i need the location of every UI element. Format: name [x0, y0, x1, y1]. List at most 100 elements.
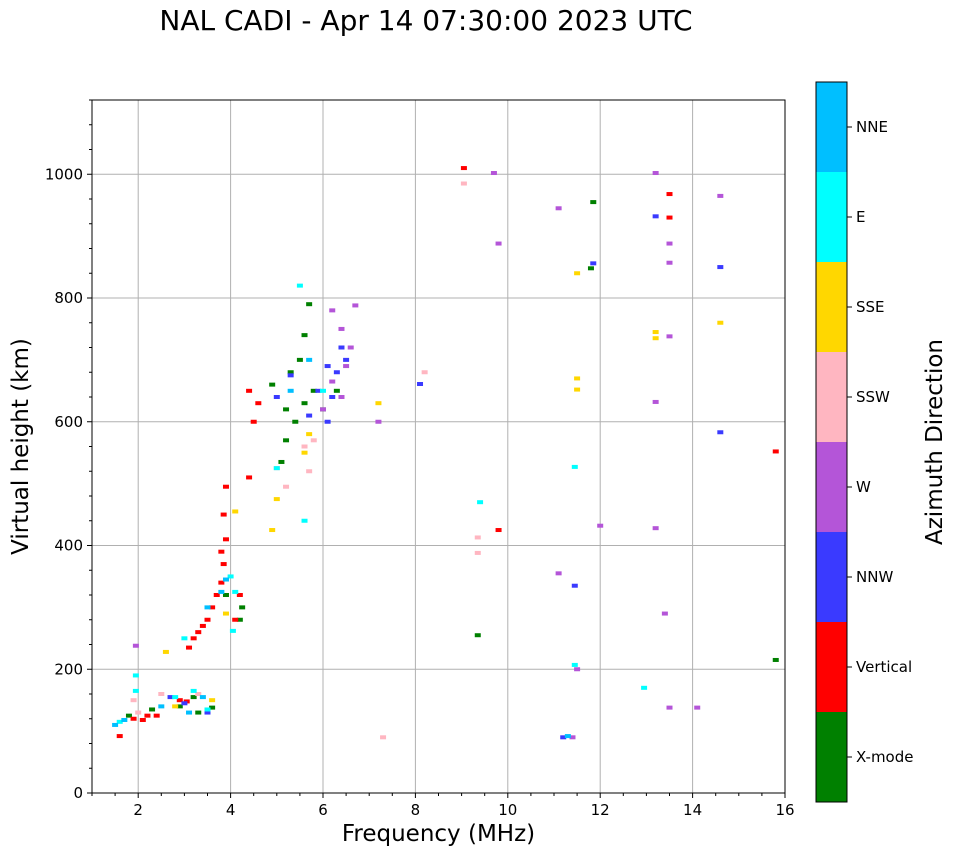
data-point [218, 589, 225, 594]
data-point [255, 401, 262, 406]
data-point [306, 413, 313, 418]
data-point [278, 459, 285, 464]
data-point [380, 735, 387, 740]
colorbar-tick-label: Vertical [856, 658, 912, 676]
data-point [236, 593, 243, 597]
data-point [195, 710, 202, 715]
x-tick-label: 2 [133, 801, 143, 819]
data-point [569, 735, 576, 740]
data-point [195, 692, 202, 696]
data-point [460, 166, 467, 171]
data-point [490, 171, 497, 176]
y-tick-label: 600 [54, 413, 83, 431]
data-point [555, 206, 562, 211]
colorbar-tick-label: SSW [856, 388, 890, 406]
colorbar-swatch [816, 82, 847, 172]
data-point [222, 537, 229, 542]
data-point [652, 336, 659, 341]
data-point [652, 526, 659, 531]
data-points [112, 166, 779, 740]
data-point [495, 528, 502, 533]
data-point [717, 265, 724, 270]
data-point [222, 577, 229, 582]
data-point [149, 707, 156, 712]
data-point [181, 636, 188, 641]
data-point [132, 673, 139, 678]
colorbar: X-mode Vertical NNW W SSW SSE E NNE [815, 81, 913, 803]
y-tick-label: 0 [73, 784, 83, 802]
colorbar-tick-label: W [856, 478, 871, 496]
data-point [172, 695, 179, 700]
data-point [652, 214, 659, 219]
data-point [333, 388, 340, 393]
data-point [652, 330, 659, 335]
data-point [116, 734, 123, 739]
data-point [220, 562, 227, 567]
data-point [296, 283, 303, 288]
data-point [666, 241, 673, 246]
data-point [144, 713, 151, 718]
x-tick-label: 8 [411, 801, 421, 819]
colorbar-frame [815, 81, 848, 803]
data-point [310, 388, 317, 393]
data-point [338, 345, 345, 350]
colorbar-tick-label: NNE [856, 118, 888, 136]
data-point [190, 636, 197, 641]
x-tick-label: 4 [226, 801, 236, 819]
data-point [209, 705, 216, 710]
data-point [333, 370, 340, 375]
data-point [190, 695, 197, 700]
data-point [320, 388, 326, 393]
data-point [204, 710, 211, 715]
y-axis-label: Virtual height (km) [8, 338, 34, 555]
colorbar-tick-label: SSE [856, 298, 885, 316]
data-point [474, 633, 481, 638]
data-point [220, 512, 227, 517]
x-tick-label: 10 [498, 801, 517, 819]
data-point [227, 574, 234, 579]
data-point [571, 662, 578, 667]
data-point [250, 419, 257, 424]
data-point [666, 334, 673, 339]
colorbar-swatch [816, 352, 847, 442]
data-point [343, 357, 350, 362]
data-point [417, 382, 424, 387]
data-point [320, 407, 326, 412]
data-point [571, 464, 578, 469]
data-point [132, 688, 139, 693]
data-point [186, 710, 193, 715]
data-point [329, 379, 336, 384]
data-point [199, 695, 206, 700]
data-point [652, 171, 659, 176]
data-point [195, 630, 202, 635]
data-point [158, 704, 165, 709]
data-point [283, 484, 290, 489]
colorbar-swatch [816, 532, 847, 622]
y-tick-label: 1000 [45, 165, 83, 183]
data-point [301, 518, 308, 523]
data-point [269, 382, 276, 387]
data-point [218, 580, 225, 585]
data-point [204, 617, 211, 622]
data-point [273, 497, 280, 502]
data-point [338, 395, 345, 399]
data-point [273, 466, 280, 471]
data-point [772, 657, 779, 662]
data-point [694, 705, 701, 710]
data-point [574, 387, 581, 392]
y-tick-label: 800 [54, 289, 83, 307]
y-tick-label: 200 [54, 660, 83, 678]
data-point [375, 419, 382, 424]
colorbar-tick-label: X-mode [856, 748, 913, 766]
data-point [301, 450, 308, 455]
data-point [474, 550, 481, 555]
data-point [232, 617, 239, 622]
data-point [125, 713, 132, 718]
data-point [158, 692, 165, 696]
x-tick-label: 16 [775, 801, 794, 819]
data-point [641, 685, 648, 690]
data-point [590, 200, 597, 205]
data-point [204, 707, 211, 712]
data-point [477, 500, 484, 505]
